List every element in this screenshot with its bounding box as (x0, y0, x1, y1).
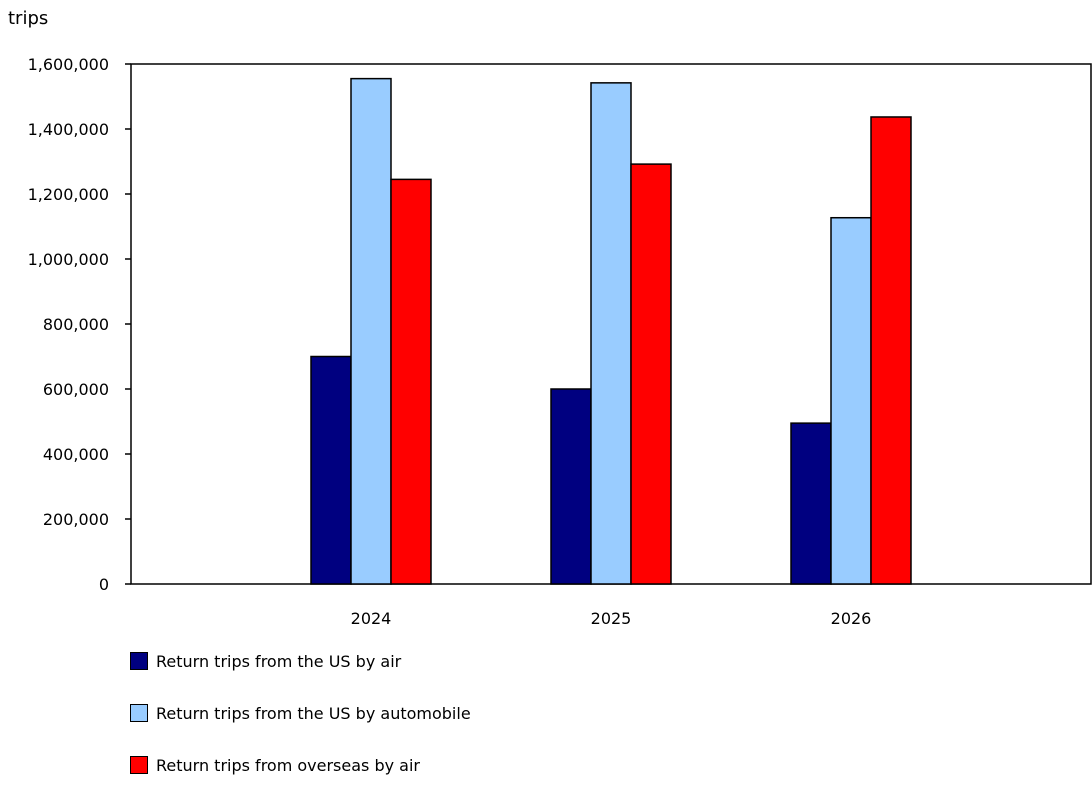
y-tick-label: 600,000 (43, 380, 109, 399)
plot-area: 0 200,000 400,000 600,000 800,000 1,000,000 1,… (28, 55, 1092, 628)
chart: trips 0 200,000 400,000 600,000 800,000 1,000… (8, 8, 1092, 628)
x-tick-label: 2026 (831, 609, 872, 628)
bar-0-2025 (550, 388, 592, 585)
bar-2-2026 (870, 116, 912, 585)
bar-2-2025 (630, 163, 672, 585)
bar-1-2024 (350, 77, 392, 585)
y-tick-label: 0 (99, 575, 109, 594)
x-tick-label: 2025 (591, 609, 632, 628)
y-tick-label: 1,600,000 (28, 55, 109, 74)
bar-1-2025 (590, 82, 632, 585)
legend: Return trips from the US by air Return t… (130, 650, 471, 806)
legend-item-us-air: Return trips from the US by air (130, 650, 471, 672)
legend-swatch-us-automobile (130, 704, 148, 722)
y-tick-label: 1,400,000 (28, 120, 109, 139)
bar-0-2026 (790, 422, 832, 585)
legend-swatch-us-air (130, 652, 148, 670)
y-tick-label: 200,000 (43, 510, 109, 529)
legend-swatch-overseas-air (130, 756, 148, 774)
legend-label-us-automobile: Return trips from the US by automobile (156, 703, 471, 723)
bar-2-2024 (390, 178, 432, 585)
x-tick-label: 2024 (351, 609, 392, 628)
y-tick-label: 400,000 (43, 445, 109, 464)
bar-1-2026 (830, 216, 872, 585)
y-tick-label: 1,200,000 (28, 185, 109, 204)
y-tick-label: 800,000 (43, 315, 109, 334)
y-tick-label: 1,000,000 (28, 250, 109, 269)
legend-label-us-air: Return trips from the US by air (156, 651, 402, 671)
legend-label-overseas-air: Return trips from overseas by air (156, 755, 420, 775)
legend-item-overseas-air: Return trips from overseas by air (130, 754, 471, 776)
bar-0-2024 (310, 355, 352, 585)
legend-item-us-automobile: Return trips from the US by automobile (130, 702, 471, 724)
y-axis-unit-label: trips (8, 8, 48, 29)
